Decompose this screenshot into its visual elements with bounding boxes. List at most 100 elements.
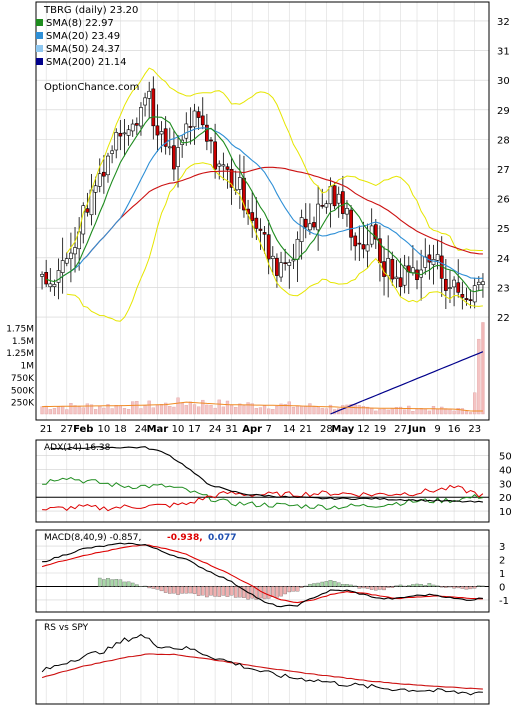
candle-body	[213, 141, 217, 170]
volume-bar	[98, 405, 102, 415]
volume-bar	[328, 404, 333, 415]
macd-histogram-bar	[283, 586, 287, 595]
macd-histogram-bar	[271, 586, 275, 597]
volume-bar	[184, 405, 188, 415]
macd-histogram-bar	[279, 586, 283, 597]
macd-tick-label: 1	[499, 569, 505, 580]
volume-bar	[118, 405, 122, 415]
volume-bar	[221, 406, 225, 415]
macd-histogram-bar	[303, 585, 308, 587]
volume-tick-label: 1.25M	[6, 349, 34, 359]
macd-histogram-bar	[114, 579, 119, 587]
volume-bar	[114, 404, 118, 415]
volume-bar	[139, 408, 143, 415]
candle-body	[97, 173, 102, 187]
volume-bar	[85, 403, 90, 415]
macd-tick-label: 0	[499, 582, 505, 593]
candle-body	[320, 205, 325, 207]
candle-body	[443, 278, 448, 291]
macd-histogram-bar	[97, 577, 102, 587]
bollinger-upper-line	[66, 67, 483, 254]
candle-body	[134, 123, 139, 126]
volume-bar	[324, 408, 329, 415]
volume-bar	[407, 405, 411, 415]
adx-tick-label: 10	[499, 507, 512, 518]
macd-histogram-bar	[217, 586, 222, 597]
candle-body	[336, 193, 341, 204]
macd-histogram-bar	[254, 586, 259, 600]
candle-body	[69, 252, 73, 259]
macd-histogram-bar	[172, 586, 176, 594]
volume-bar	[159, 404, 164, 415]
volume-bar	[427, 410, 432, 415]
macd-histogram-bar	[452, 586, 456, 589]
macd-histogram-bar	[196, 586, 201, 596]
macd-histogram-bar	[126, 581, 131, 587]
rs-title: RS vs SPY	[44, 623, 89, 633]
price-legend: SMA(8) 22.97 SMA(20) 23.49 SMA(50) 24.37 SM…	[36, 18, 127, 68]
volume-bar	[423, 408, 427, 415]
candle-body	[184, 123, 189, 139]
candle-body	[118, 132, 123, 137]
volume-bar	[110, 408, 114, 415]
volume-bar	[468, 412, 473, 415]
volume-bar	[440, 406, 444, 415]
x-tick-label: 28	[320, 424, 333, 435]
x-tick-label: 9	[434, 424, 440, 435]
candle-body	[365, 244, 370, 252]
macd-histogram-bar	[435, 585, 440, 587]
volume-average-line	[42, 401, 483, 412]
volume-bar	[89, 404, 94, 415]
macd-histogram-bar	[242, 586, 246, 598]
volume-bar	[386, 409, 390, 415]
rs-line	[41, 633, 483, 696]
macd-histogram-bar	[122, 581, 127, 587]
macd-histogram-bar	[192, 586, 197, 594]
macd-signal-value: -0.938,	[167, 533, 203, 543]
volume-bar	[205, 404, 209, 415]
legend-swatch	[36, 19, 43, 26]
x-tick-label: 21	[299, 424, 312, 435]
volume-bar	[102, 407, 106, 415]
candle-body	[64, 258, 69, 264]
volume-bar	[126, 409, 131, 415]
macd-histogram-bar	[439, 586, 444, 588]
volume-bar	[234, 406, 238, 415]
candle-body	[93, 185, 98, 193]
candle-body	[130, 123, 135, 132]
volume-bar	[176, 397, 180, 415]
volume-bar	[192, 404, 197, 415]
macd-histogram-bar	[369, 586, 374, 590]
candle-body	[106, 155, 110, 176]
macd-histogram-bar	[176, 586, 180, 595]
volume-bar	[229, 404, 234, 415]
volume-bar	[279, 403, 283, 415]
volume-bar	[382, 408, 386, 415]
legend-swatch	[36, 58, 43, 65]
volume-bar	[201, 399, 205, 415]
macd-histogram-bar	[151, 586, 156, 589]
x-tick-label: 24	[209, 424, 222, 435]
candle-body	[262, 232, 267, 235]
macd-histogram-bar	[102, 579, 106, 587]
minus-di-line	[42, 484, 484, 512]
macd-histogram-bar	[209, 586, 213, 596]
adx-grid: 50 40 30 20 10	[36, 452, 512, 518]
price-tick-label: 31	[497, 47, 510, 58]
volume-bar	[275, 405, 279, 415]
candle-body	[299, 217, 304, 242]
volume-bar	[448, 408, 452, 415]
volume-bar	[209, 404, 213, 415]
candle-body	[448, 287, 452, 289]
macd-signal-line	[41, 544, 483, 604]
candle-body	[472, 285, 477, 303]
volume-bar	[168, 406, 172, 415]
x-tick-label: 27	[60, 424, 73, 435]
volume-bar	[320, 408, 324, 415]
candle-body	[316, 203, 320, 231]
candle-body	[151, 88, 156, 127]
macd-histogram-bar	[378, 586, 382, 590]
candle-body	[56, 270, 61, 283]
candle-body	[147, 90, 152, 99]
macd-histogram-bar	[481, 585, 485, 587]
